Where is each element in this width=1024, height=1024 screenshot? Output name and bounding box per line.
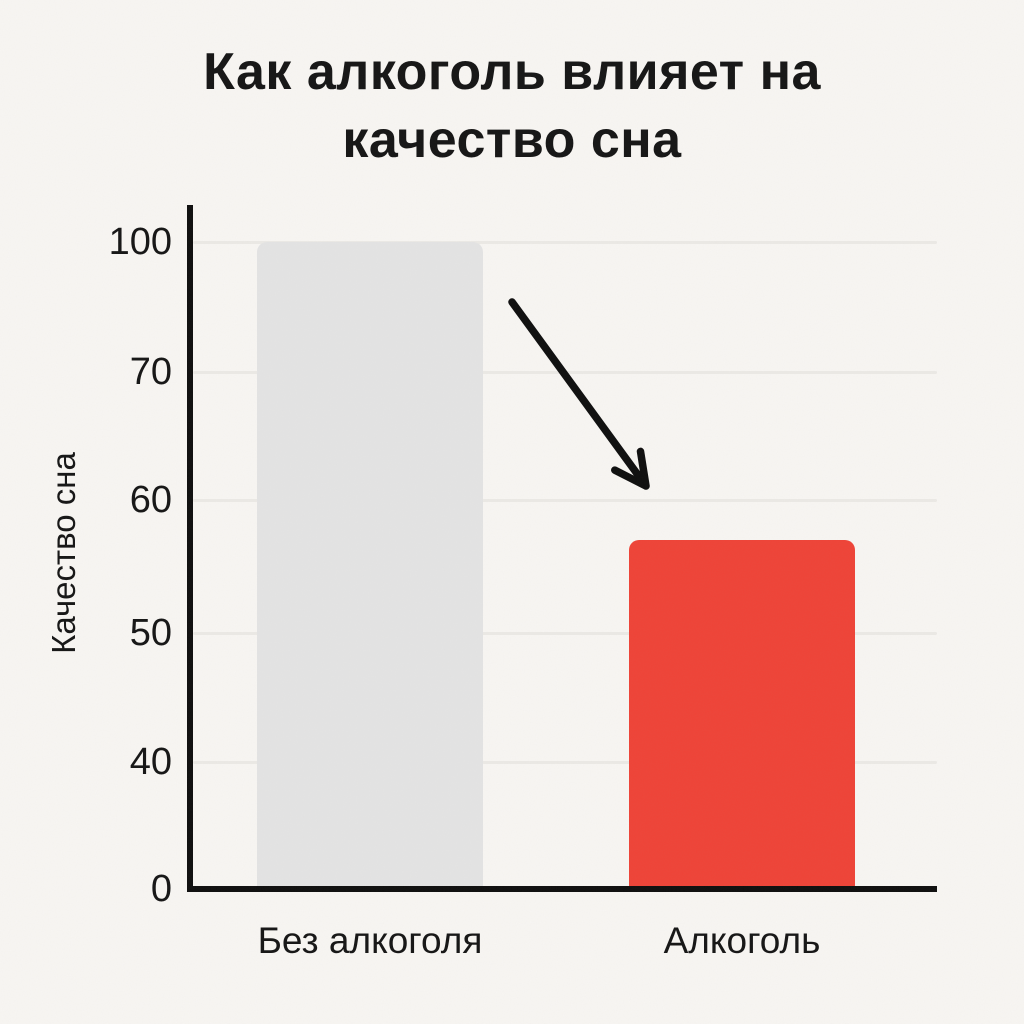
y-tick-label-60: 60 bbox=[129, 479, 172, 521]
x-category-label-alcohol: Алкоголь bbox=[663, 920, 821, 961]
chart-title-line1: Как алкоголь влияет на bbox=[203, 43, 821, 101]
y-tick-label-100: 100 bbox=[108, 221, 172, 263]
chart-title-line2: качество сна bbox=[342, 111, 682, 169]
y-tick-label-70: 70 bbox=[129, 351, 172, 393]
y-axis-line bbox=[187, 205, 193, 892]
x-axis-line bbox=[187, 886, 937, 892]
y-tick-label-50: 50 bbox=[129, 612, 172, 654]
bar-no-alcohol bbox=[257, 242, 483, 886]
x-category-label-no-alcohol: Без алкоголя bbox=[257, 920, 483, 961]
chart-title: Как алкоголь влияет на качество сна bbox=[0, 38, 1024, 174]
bar-alcohol bbox=[629, 539, 855, 886]
y-tick-label-40: 40 bbox=[129, 741, 172, 783]
y-tick-label-0: 0 bbox=[150, 868, 172, 910]
